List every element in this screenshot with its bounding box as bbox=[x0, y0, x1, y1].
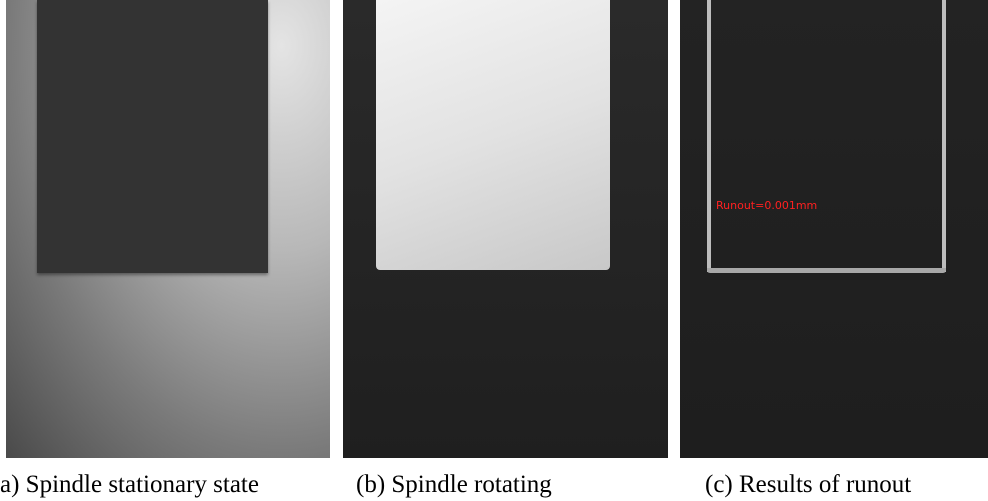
tool-shadow bbox=[37, 0, 268, 273]
image-rotating bbox=[343, 0, 668, 458]
image-runout: Runout=0.001mm bbox=[680, 0, 988, 458]
edge-left bbox=[707, 0, 711, 272]
image-stationary bbox=[6, 0, 330, 458]
edge-bottom bbox=[707, 268, 946, 273]
edge-right bbox=[942, 0, 946, 272]
caption-b: (b) Spindle rotating bbox=[356, 471, 552, 498]
caption-c: (c) Results of runout bbox=[705, 471, 912, 498]
caption-a: a) Spindle stationary state bbox=[0, 471, 259, 498]
runout-annotation: Runout=0.001mm bbox=[716, 199, 818, 212]
tool-light bbox=[376, 0, 610, 270]
